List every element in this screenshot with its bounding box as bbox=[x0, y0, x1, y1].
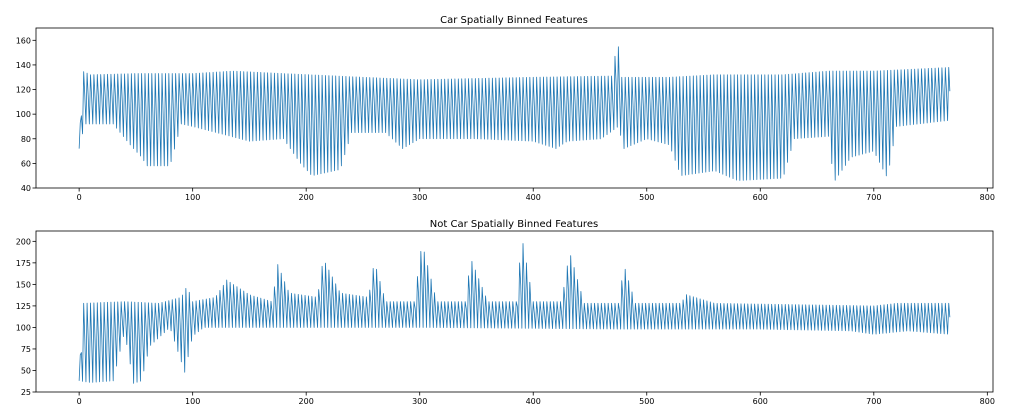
x-tick-label: 100 bbox=[185, 193, 200, 202]
x-tick-label: 400 bbox=[526, 397, 541, 406]
series-line bbox=[78, 243, 951, 384]
x-tick-label: 200 bbox=[299, 397, 314, 406]
x-tick-label: 300 bbox=[412, 193, 427, 202]
x-tick-label: 0 bbox=[77, 397, 82, 406]
x-tick-label: 700 bbox=[866, 193, 881, 202]
y-tick-label: 25 bbox=[21, 388, 31, 397]
y-tick-label: 100 bbox=[16, 110, 31, 119]
x-tick-label: 300 bbox=[412, 397, 427, 406]
axes-frame bbox=[35, 230, 994, 393]
y-tick-label: 80 bbox=[21, 135, 31, 144]
y-tick-label: 140 bbox=[16, 61, 31, 70]
y-tick-label: 60 bbox=[21, 159, 31, 168]
axes-frame bbox=[35, 27, 994, 189]
x-tick-label: 500 bbox=[639, 193, 654, 202]
chart-title: Car Spatially Binned Features bbox=[440, 15, 588, 26]
y-tick-label: 175 bbox=[16, 259, 31, 268]
x-tick-label: 600 bbox=[753, 397, 768, 406]
x-tick-label: 800 bbox=[980, 193, 995, 202]
x-tick-label: 500 bbox=[639, 397, 654, 406]
y-tick-label: 100 bbox=[16, 323, 31, 332]
y-tick-label: 160 bbox=[16, 36, 31, 45]
y-tick-label: 150 bbox=[16, 280, 31, 289]
y-tick-label: 75 bbox=[21, 345, 31, 354]
x-tick-label: 800 bbox=[980, 397, 995, 406]
x-tick-label: 200 bbox=[299, 193, 314, 202]
x-tick-label: 600 bbox=[753, 193, 768, 202]
y-tick-label: 50 bbox=[21, 366, 31, 375]
chart-not-car: Not Car Spatially Binned Features 0 100 20… bbox=[16, 219, 995, 406]
x-tick-label: 700 bbox=[866, 397, 881, 406]
chart-title: Not Car Spatially Binned Features bbox=[430, 219, 598, 230]
y-tick-label: 200 bbox=[16, 237, 31, 246]
x-tick-label: 400 bbox=[526, 193, 541, 202]
chart-car: Car Spatially Binned Features 0 100 200 300… bbox=[16, 15, 995, 202]
x-tick-label: 0 bbox=[77, 193, 82, 202]
y-tick-label: 125 bbox=[16, 302, 31, 311]
x-tick-label: 100 bbox=[185, 397, 200, 406]
series-line bbox=[78, 46, 951, 181]
y-tick-label: 40 bbox=[21, 184, 31, 193]
y-tick-label: 120 bbox=[16, 86, 31, 95]
